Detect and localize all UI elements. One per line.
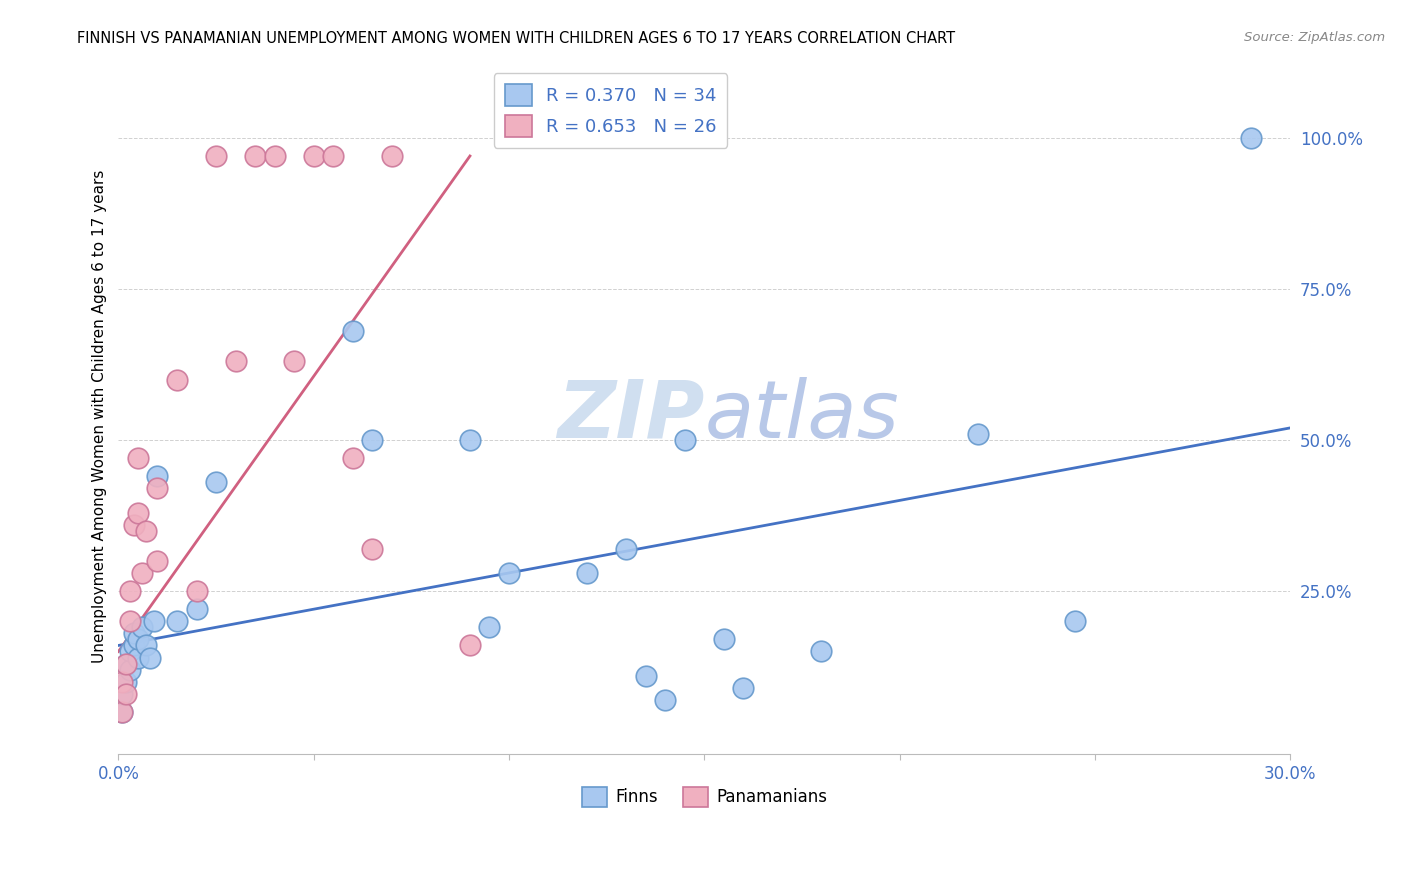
Point [138, 650, 160, 665]
Point [135, 639, 157, 653]
Text: atlas: atlas [704, 376, 898, 455]
Point [673, 433, 696, 447]
Point [135, 524, 157, 538]
Point [966, 426, 988, 441]
Point [302, 149, 325, 163]
Point [120, 663, 142, 677]
Point [381, 149, 404, 163]
Point [120, 614, 142, 628]
Point [654, 693, 676, 707]
Point [131, 566, 153, 580]
Y-axis label: Unemployment Among Women with Children Ages 6 to 17 years: Unemployment Among Women with Children A… [93, 169, 107, 663]
Point [361, 433, 384, 447]
Point [120, 584, 142, 599]
Point [1064, 614, 1087, 628]
Point [225, 354, 247, 368]
Point [122, 639, 145, 653]
Point [146, 554, 169, 568]
Point [263, 149, 285, 163]
Point [146, 469, 169, 483]
Point [576, 566, 599, 580]
Point [458, 433, 481, 447]
Point [115, 687, 138, 701]
Point [111, 687, 134, 701]
Point [458, 639, 481, 653]
Point [342, 324, 364, 338]
Point [115, 657, 138, 671]
Point [127, 451, 149, 466]
Point [120, 644, 142, 658]
Point [142, 614, 165, 628]
Point [146, 481, 169, 495]
Point [342, 451, 364, 466]
Point [713, 632, 735, 647]
Point [127, 650, 149, 665]
Point [186, 602, 208, 616]
Point [810, 644, 832, 658]
Point [1240, 131, 1263, 145]
Point [115, 674, 138, 689]
Text: ZIP: ZIP [557, 376, 704, 455]
Point [111, 705, 134, 719]
Point [122, 626, 145, 640]
Point [122, 517, 145, 532]
Point [115, 657, 138, 671]
Point [127, 632, 149, 647]
Point [111, 674, 134, 689]
Point [498, 566, 520, 580]
Point [186, 584, 208, 599]
Text: FINNISH VS PANAMANIAN UNEMPLOYMENT AMONG WOMEN WITH CHILDREN AGES 6 TO 17 YEARS : FINNISH VS PANAMANIAN UNEMPLOYMENT AMONG… [77, 31, 956, 46]
Point [361, 541, 384, 556]
Point [283, 354, 305, 368]
Point [614, 541, 637, 556]
Point [478, 620, 501, 634]
Legend: Finns, Panamanians: Finns, Panamanians [575, 780, 834, 814]
Text: Source: ZipAtlas.com: Source: ZipAtlas.com [1244, 31, 1385, 45]
Point [205, 149, 228, 163]
Point [243, 149, 266, 163]
Point [166, 614, 188, 628]
Point [322, 149, 344, 163]
Point [733, 681, 755, 695]
Point [205, 475, 228, 490]
Point [127, 506, 149, 520]
Point [634, 668, 657, 682]
Point [111, 705, 134, 719]
Point [131, 620, 153, 634]
Point [166, 373, 188, 387]
